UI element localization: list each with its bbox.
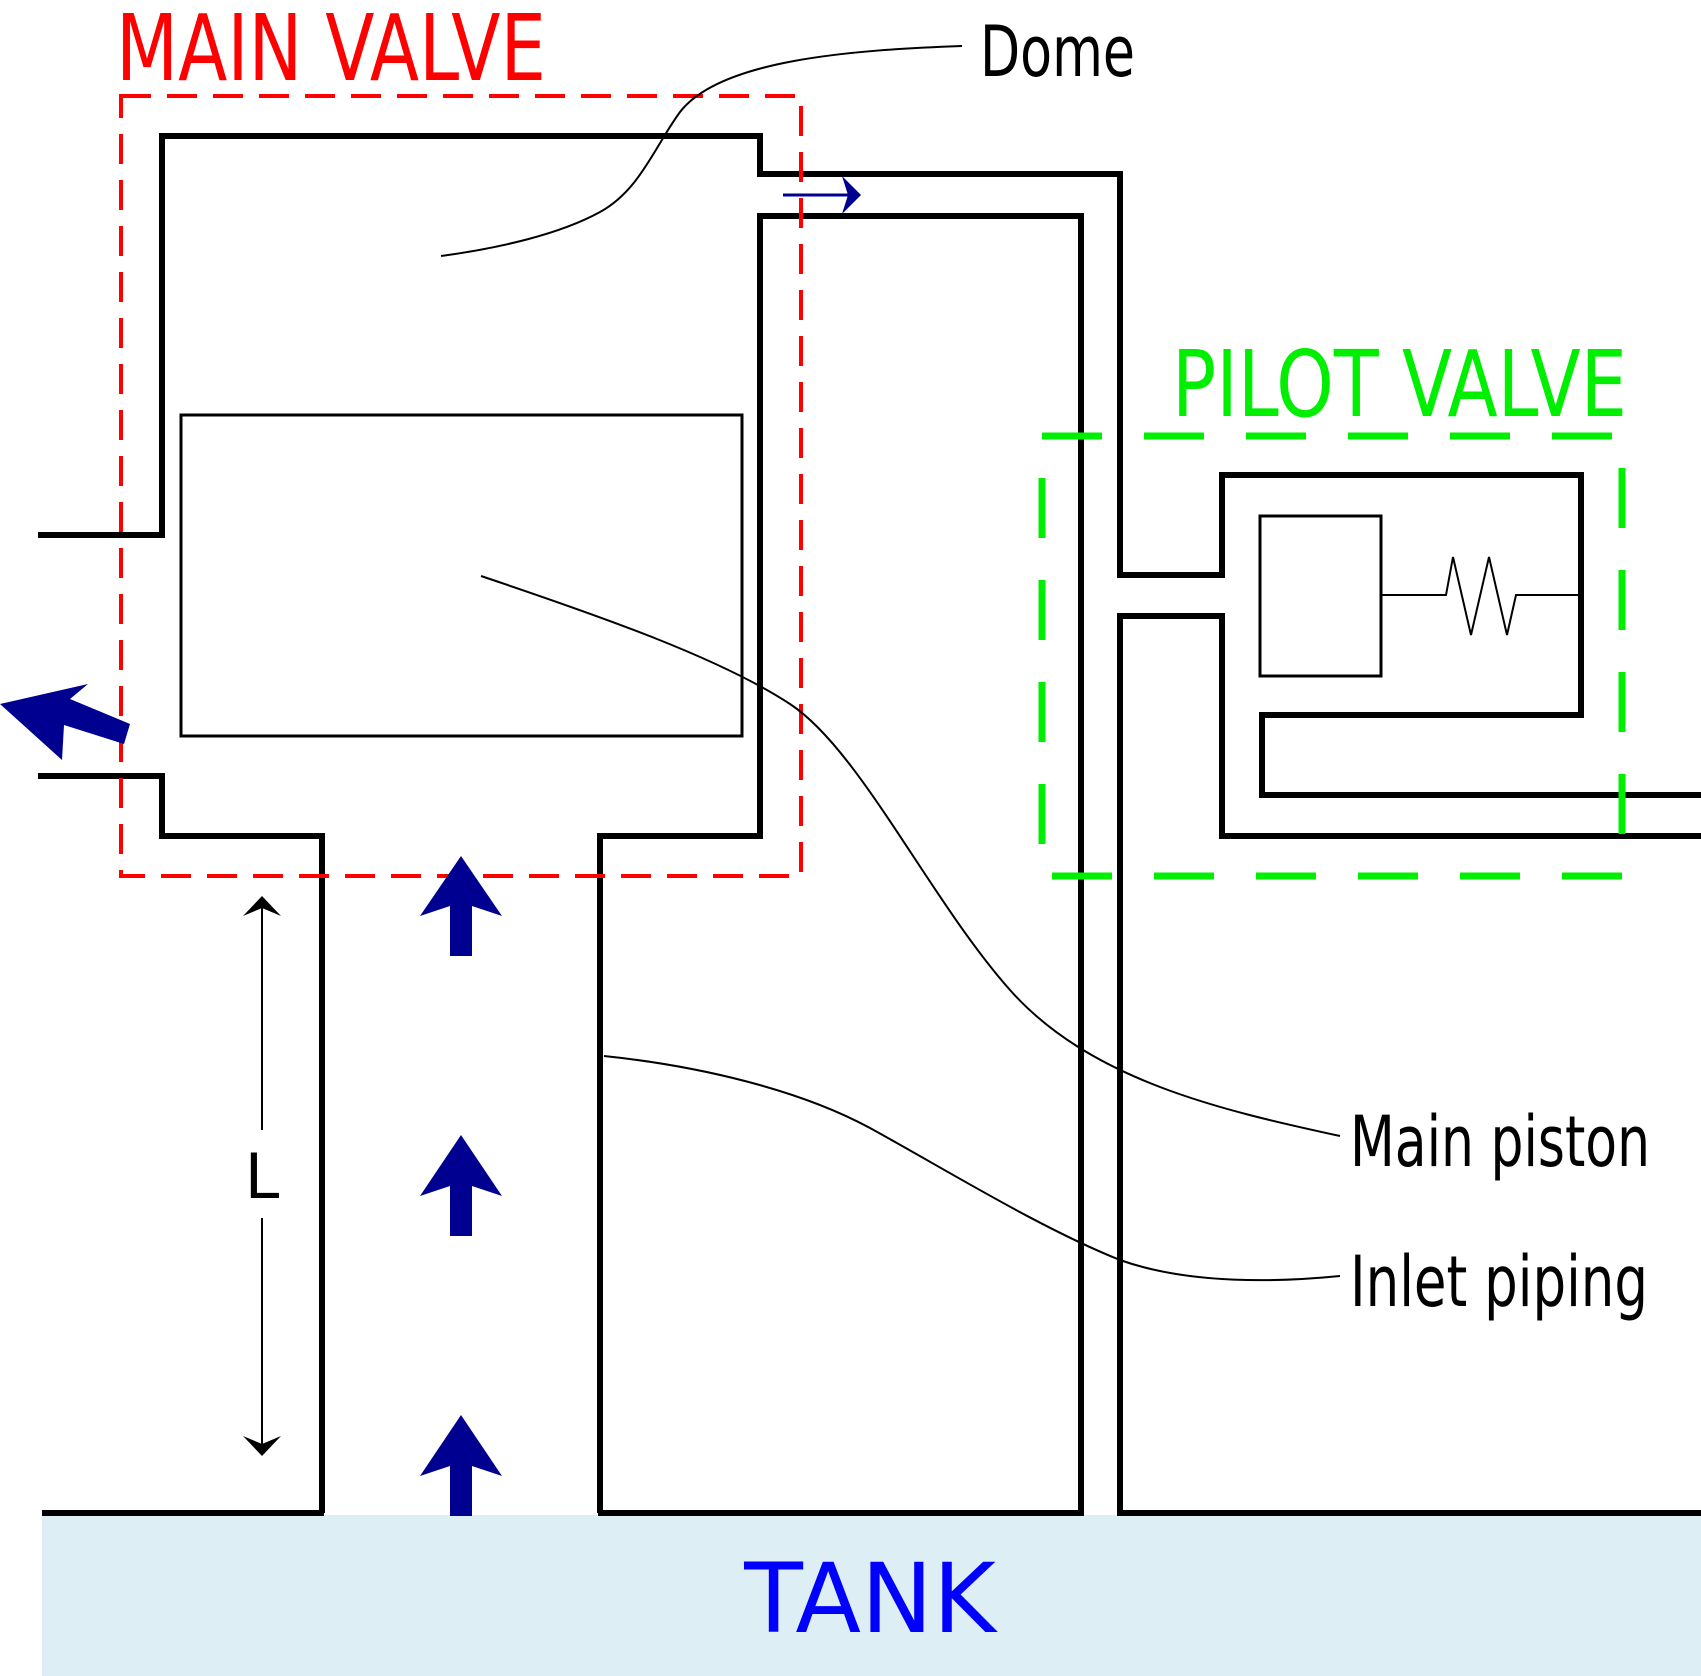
main-piston-label: Main piston (1350, 1101, 1650, 1183)
main-valve-title: MAIN VALVE (116, 0, 546, 102)
main-valve-boundary (119, 94, 803, 878)
main-piston (179, 413, 744, 738)
flow-arrow-up-1 (420, 856, 502, 956)
pilot-piston (1258, 514, 1383, 678)
main-valve-body (38, 133, 1701, 1513)
tank-label: TANK (743, 1543, 998, 1655)
inlet-piping-label: Inlet piping (1350, 1241, 1648, 1323)
length-arrow-bottom (243, 1436, 281, 1456)
pilot-valve-boundary (1038, 432, 1626, 880)
pilot-spring (1381, 556, 1578, 636)
flow-arrow-up-2 (420, 1135, 502, 1236)
length-arrow-top (243, 896, 281, 916)
dome-label: Dome (980, 11, 1135, 93)
length-label: L (245, 1140, 280, 1213)
dome-leader-line (440, 45, 963, 257)
tank-fill (42, 1515, 1701, 1676)
dome-flow-arrow-head (842, 176, 861, 214)
outlet-flow-arrow (0, 684, 130, 760)
main-piston-leader-line (480, 575, 1341, 1137)
pilot-valve-title: PILOT VALVE (1172, 331, 1627, 438)
flow-arrow-up-3 (420, 1415, 502, 1516)
inlet-piping-leader-line (603, 1055, 1341, 1282)
